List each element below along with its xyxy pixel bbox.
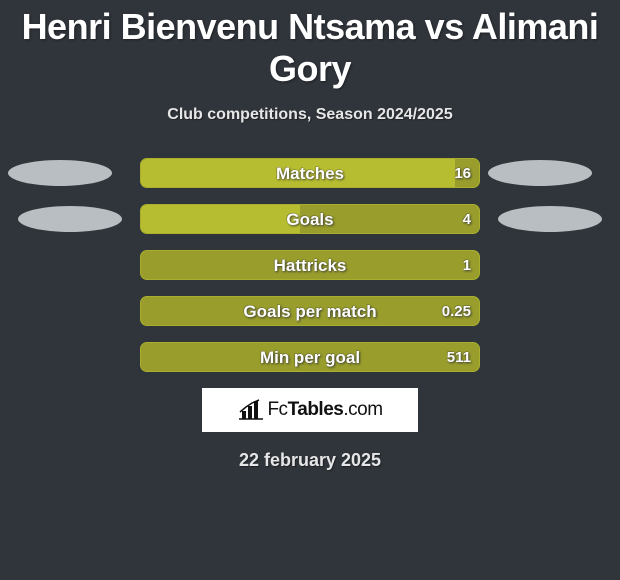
stat-label: Min per goal: [141, 343, 479, 373]
stat-value: 511: [447, 343, 471, 373]
bar-track: Matches 16: [140, 158, 480, 188]
comparison-chart: Matches 16 Goals 4 Hattricks 1 Goals per…: [0, 158, 620, 372]
page-title: Henri Bienvenu Ntsama vs Alimani Gory: [0, 0, 620, 90]
logo-com: .com: [343, 399, 382, 420]
bar-track: Hattricks 1: [140, 250, 480, 280]
fctables-logo: FcTables.com: [202, 388, 418, 432]
stat-value: 1: [463, 251, 471, 281]
subtitle: Club competitions, Season 2024/2025: [0, 106, 620, 124]
stat-row-matches: Matches 16: [0, 158, 620, 188]
stat-label: Goals: [141, 205, 479, 235]
stat-row-goals-per-match: Goals per match 0.25: [0, 296, 620, 326]
stat-label: Goals per match: [141, 297, 479, 327]
stat-row-goals: Goals 4: [0, 204, 620, 234]
stat-label: Hattricks: [141, 251, 479, 281]
logo-text: FcTables.com: [267, 399, 382, 421]
stat-row-min-per-goal: Min per goal 511: [0, 342, 620, 372]
bar-track: Goals per match 0.25: [140, 296, 480, 326]
bar-chart-icon: [237, 399, 265, 421]
bar-track: Min per goal 511: [140, 342, 480, 372]
stat-row-hattricks: Hattricks 1: [0, 250, 620, 280]
stat-value: 0.25: [442, 297, 471, 327]
logo-tables: Tables: [288, 399, 344, 420]
stat-value: 4: [463, 205, 471, 235]
stat-value: 16: [454, 159, 471, 189]
snapshot-date: 22 february 2025: [0, 450, 620, 471]
bar-track: Goals 4: [140, 204, 480, 234]
logo-fc: Fc: [267, 399, 287, 420]
stat-label: Matches: [141, 159, 479, 189]
